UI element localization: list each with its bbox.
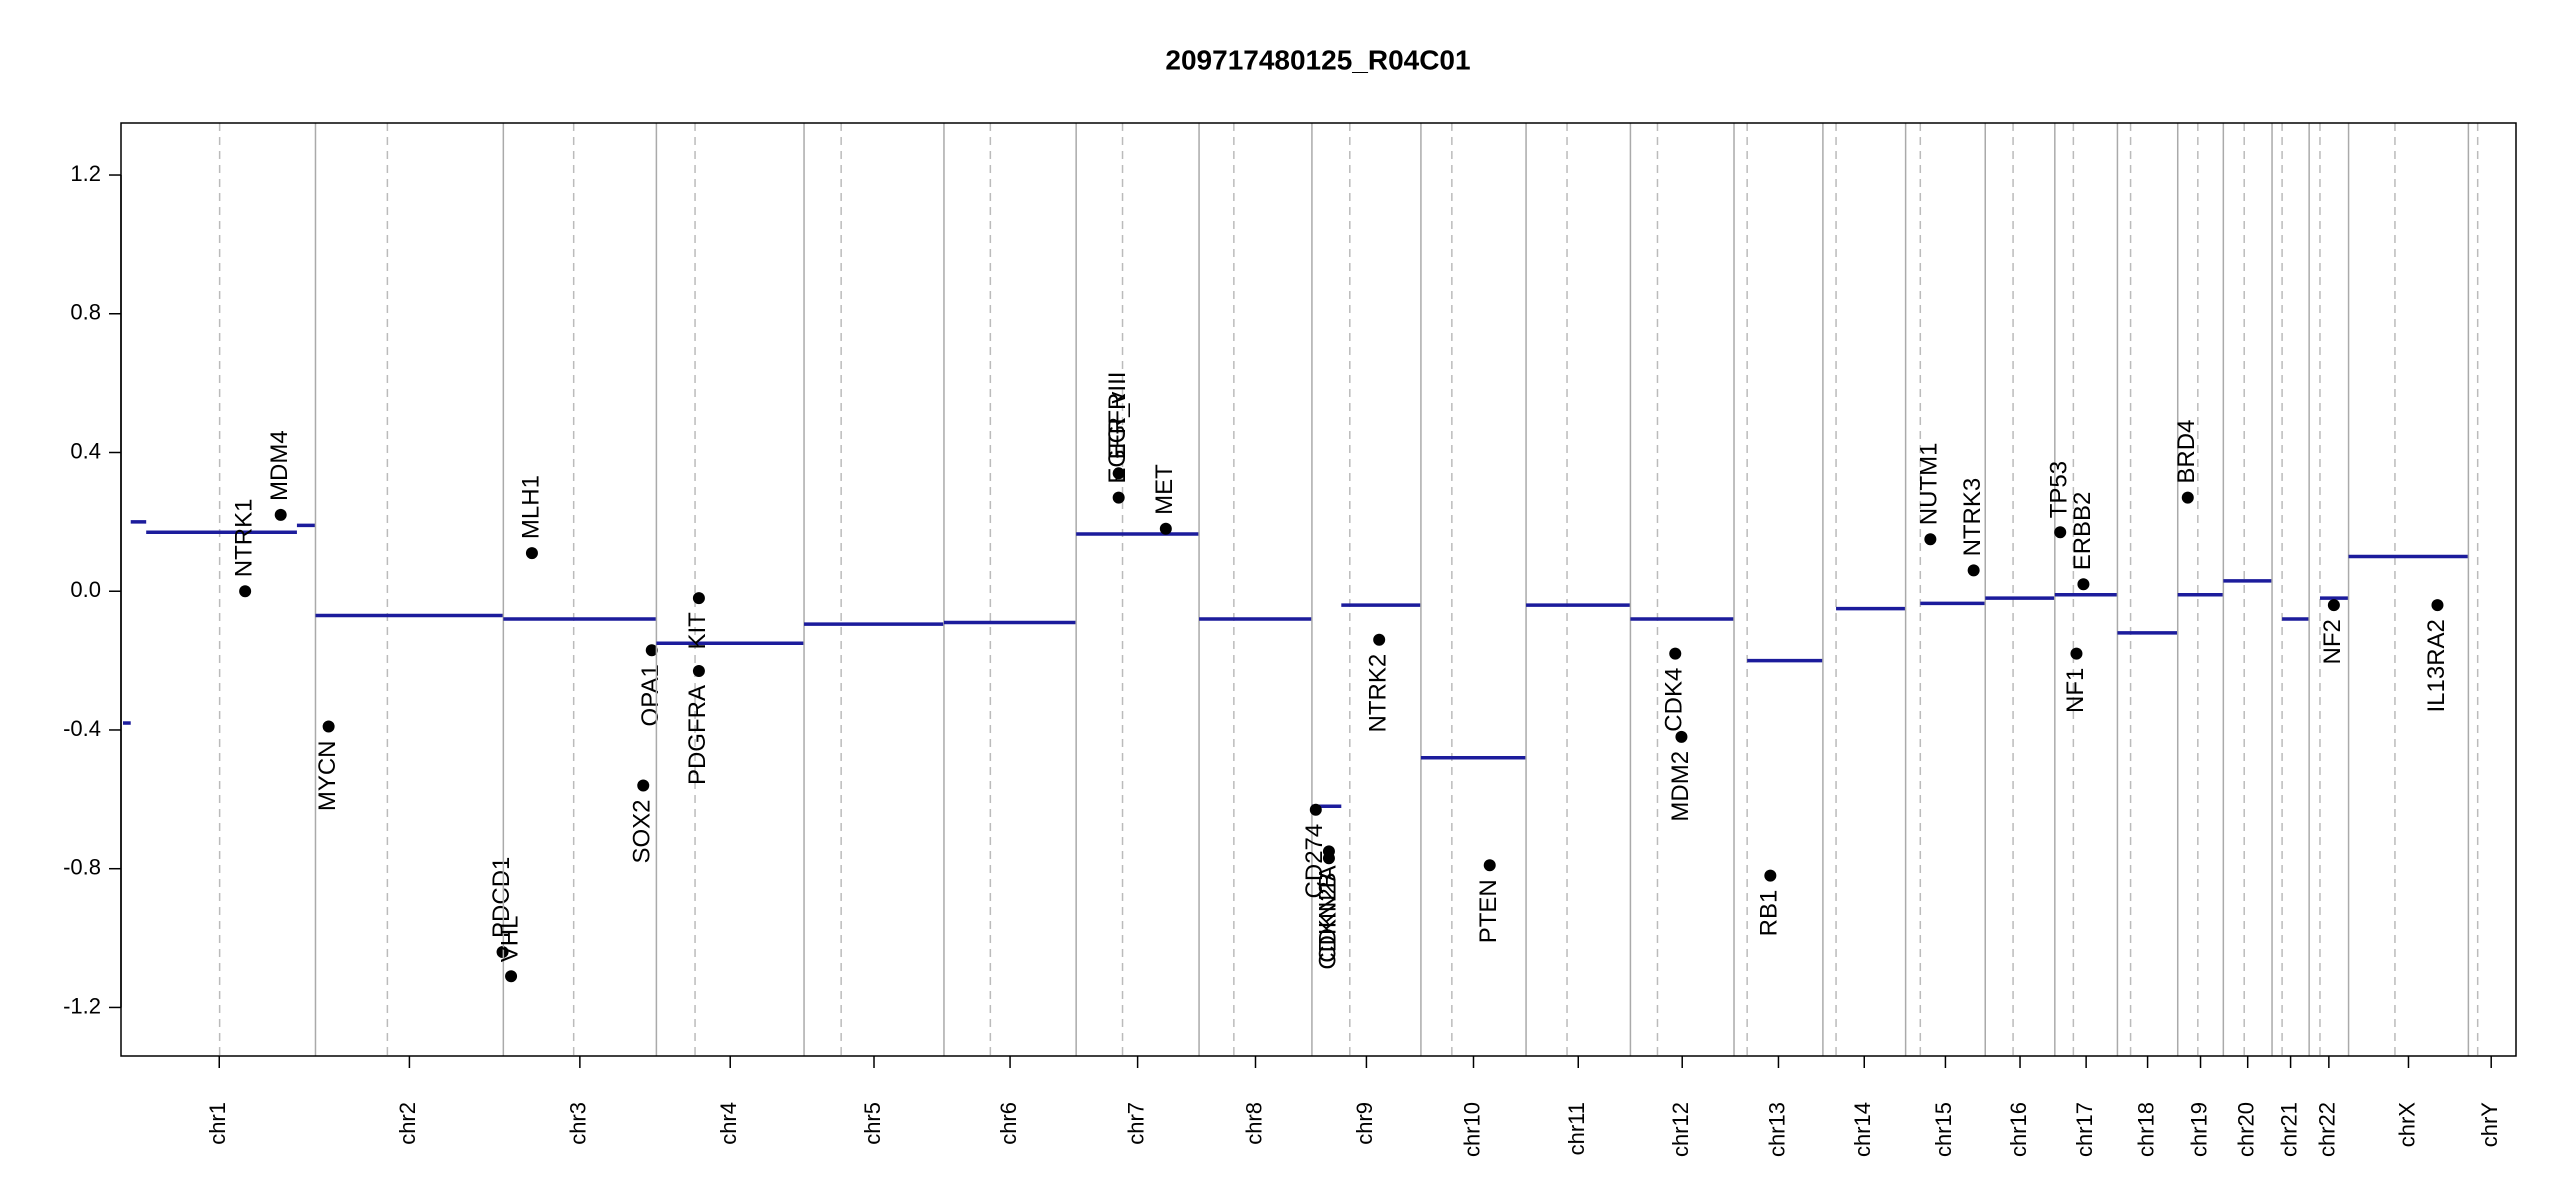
- x-tick-label: chr12: [1668, 1102, 1693, 1157]
- gene-label: VHL: [496, 916, 523, 963]
- x-tick-label: chr22: [2315, 1102, 2340, 1157]
- gene-label: MDM2: [1667, 751, 1694, 822]
- gene-label: KIT: [684, 612, 711, 650]
- gene-point: [1764, 869, 1777, 882]
- gene-label: RB1: [1756, 890, 1783, 937]
- x-tick-label: chr13: [1764, 1102, 1789, 1157]
- gene-point: [2070, 647, 2083, 660]
- x-tick-label: chr19: [2186, 1102, 2211, 1157]
- gene-point: [525, 547, 538, 560]
- gene-label: MDM4: [266, 430, 293, 501]
- x-tick-label: chr18: [2133, 1102, 2158, 1157]
- gene-point: [2181, 491, 2194, 504]
- gene-label: NF1: [2062, 668, 2089, 713]
- gene-point: [2327, 599, 2340, 612]
- y-tick-label: -1.2: [63, 993, 101, 1018]
- gene-point: [1924, 533, 1937, 546]
- gene-label: NTRK2: [1365, 654, 1392, 733]
- gene-point: [2077, 578, 2090, 591]
- gene-point: [2054, 526, 2067, 539]
- gene-label: IL13RA2: [2423, 619, 2450, 712]
- x-tick-label: chr2: [395, 1102, 420, 1145]
- gene-label: CDKN2A: [1314, 865, 1341, 962]
- gene-point: [1159, 522, 1172, 535]
- y-tick-label: 1.2: [70, 161, 101, 186]
- x-tick-label: chr9: [1352, 1102, 1377, 1145]
- gene-point: [1112, 467, 1125, 480]
- x-tick-label: chr7: [1123, 1102, 1148, 1145]
- x-tick-label: chr8: [1241, 1102, 1266, 1145]
- y-tick-label: 0.0: [70, 577, 101, 602]
- gene-label: EGFR: [1104, 393, 1131, 460]
- x-tick-label: chrX: [2394, 1102, 2419, 1148]
- x-tick-label: chr10: [1459, 1102, 1484, 1157]
- y-tick-label: 0.4: [70, 438, 101, 463]
- gene-label: PDGFRA: [684, 685, 711, 785]
- gene-label: PDCD1: [488, 857, 515, 938]
- gene-label: CDK4: [1661, 668, 1688, 732]
- gene-point: [2431, 599, 2444, 612]
- x-tick-label: chr15: [1931, 1102, 1956, 1157]
- x-tick-label: chr14: [1850, 1102, 1875, 1157]
- x-tick-label: chr1: [205, 1102, 230, 1145]
- x-tick-label: chrY: [2477, 1102, 2502, 1148]
- gene-point: [239, 585, 252, 598]
- chart-title: 209717480125_R04C01: [1165, 44, 1470, 75]
- plot-frame: [120, 122, 2517, 1057]
- gene-point: [1373, 633, 1386, 646]
- gene-label: CDKN2B: [1314, 872, 1341, 969]
- gene-label: PTEN: [1475, 879, 1502, 943]
- gene-label: SOX2: [629, 799, 656, 863]
- x-tick-label: chr21: [2276, 1102, 2301, 1157]
- gene-label: NUTM1: [1916, 443, 1943, 526]
- x-tick-label: chr17: [2072, 1102, 2097, 1157]
- gene-label: NTRK1: [230, 499, 257, 578]
- gene-point: [1322, 852, 1335, 865]
- gene-point: [1967, 564, 1980, 577]
- x-tick-label: chr4: [716, 1102, 741, 1145]
- x-tick-label: chr3: [566, 1102, 591, 1145]
- gene-point: [1112, 491, 1125, 504]
- gene-point: [322, 720, 335, 733]
- gene-point: [1309, 803, 1322, 816]
- y-tick-label: -0.4: [63, 716, 101, 741]
- gene-label: BRD4: [2173, 420, 2200, 484]
- y-tick-label: 0.8: [70, 300, 101, 325]
- x-tick-label: chr16: [2006, 1102, 2031, 1157]
- gene-label: MLH1: [517, 475, 544, 539]
- x-tick-label: chr20: [2234, 1102, 2259, 1157]
- gene-point: [1675, 730, 1688, 743]
- y-tick-label: -0.8: [63, 855, 101, 880]
- gene-point: [692, 665, 705, 678]
- x-tick-label: chr5: [860, 1102, 885, 1145]
- gene-point: [1483, 859, 1496, 872]
- gene-label: MYCN: [314, 741, 341, 812]
- gene-point: [1669, 647, 1682, 660]
- gene-label: NTRK3: [1959, 478, 1986, 557]
- x-tick-label: chr11: [1564, 1102, 1589, 1155]
- gene-label: EGFR_vIII: [1104, 372, 1131, 484]
- gene-point: [692, 592, 705, 605]
- gene-label: OPA1: [637, 664, 664, 726]
- gene-point: [505, 970, 518, 983]
- gene-label: TP53: [2046, 461, 2073, 518]
- gene-point: [274, 508, 287, 521]
- gene-point: [496, 945, 509, 958]
- x-tick-label: chr6: [996, 1102, 1021, 1145]
- gene-label: NF2: [2319, 619, 2346, 664]
- gene-label: ERBB2: [2069, 492, 2096, 571]
- gene-point: [637, 779, 650, 792]
- gene-point: [645, 644, 658, 657]
- gene-label: MET: [1151, 464, 1178, 515]
